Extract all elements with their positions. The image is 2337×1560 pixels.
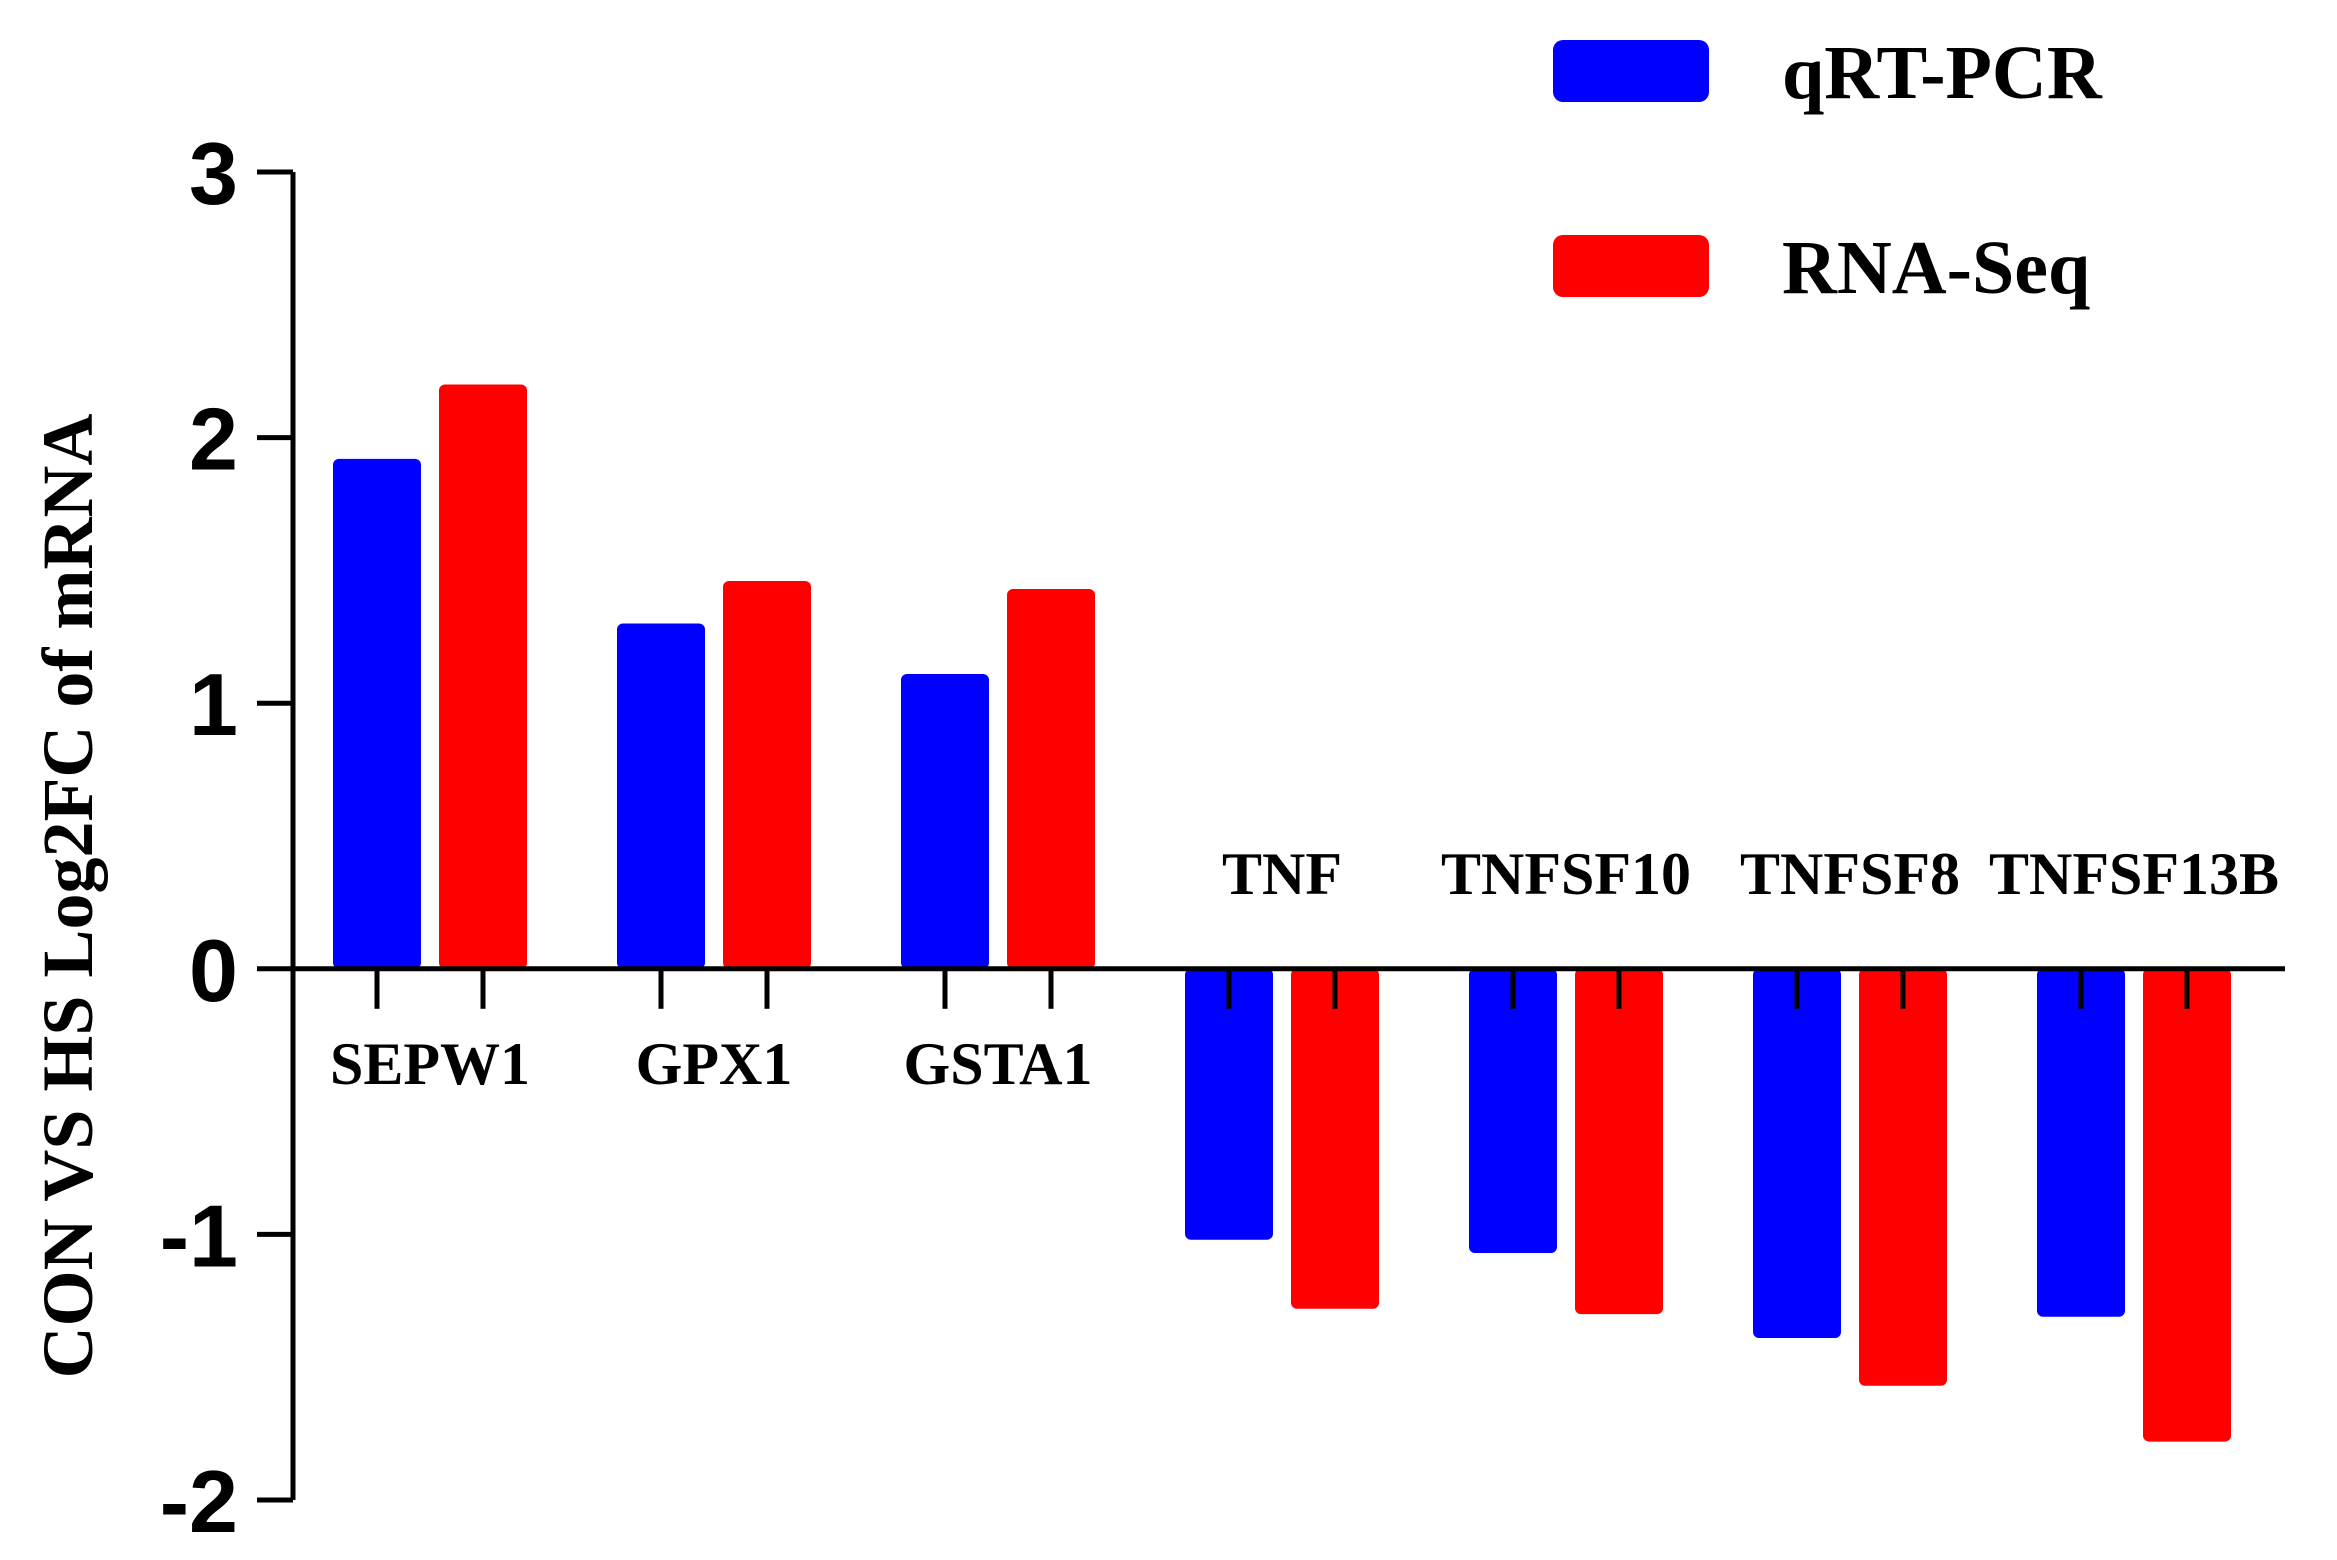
category-label: SEPW1 [330, 1031, 530, 1097]
legend-swatch [1553, 40, 1709, 102]
y-tick-label: 2 [189, 390, 238, 489]
y-axis-label: CON VS HS Log2FC of mRNA [28, 414, 108, 1379]
category-label: GPX1 [636, 1031, 793, 1097]
bar-tnf-qrt-pcr [1185, 968, 1273, 1240]
y-tick-label: 1 [189, 655, 238, 754]
category-label: TNFSF10 [1441, 841, 1691, 907]
category-label: TNF [1222, 841, 1342, 907]
bar-gpx1-rna-seq [723, 581, 811, 969]
category-label: TNFSF8 [1740, 841, 1960, 907]
bar-tnf-rna-seq [1291, 968, 1379, 1309]
bar-gsta1-rna-seq [1007, 588, 1095, 969]
bar-gpx1-qrt-pcr [617, 623, 705, 969]
axes: 3 2 1 0 -1 -2 [160, 124, 2285, 1551]
legend-label: qRT-PCR [1782, 31, 2103, 115]
bar-tnfsf13b-qrt-pcr [2037, 968, 2125, 1317]
category-label: TNFSF13B [1989, 841, 2279, 907]
category-labels: SEPW1 GPX1 GSTA1 TNF TNFSF10 TNFSF8 TNFSF13B [330, 841, 2279, 1097]
category-label: GSTA1 [904, 1031, 1093, 1097]
bar-tnfsf8-rna-seq [1859, 968, 1947, 1386]
legend-swatch [1553, 235, 1709, 297]
bar-tnfsf10-rna-seq [1575, 968, 1663, 1315]
bar-tnfsf8-qrt-pcr [1753, 968, 1841, 1338]
bar-sepw1-qrt-pcr [333, 458, 421, 969]
bar-group [333, 384, 2231, 1442]
bar-tnfsf13b-rna-seq [2143, 968, 2231, 1442]
y-tick-label: -1 [160, 1186, 238, 1285]
legend: qRT-PCR RNA-Seq [1553, 31, 2103, 310]
bar-gsta1-qrt-pcr [901, 673, 989, 969]
bar-sepw1-rna-seq [439, 384, 527, 969]
y-tick-label: 3 [189, 124, 238, 223]
y-tick-label: 0 [189, 921, 238, 1020]
legend-label: RNA-Seq [1782, 226, 2090, 310]
y-tick-label: -2 [160, 1452, 238, 1551]
bar-tnfsf10-qrt-pcr [1469, 968, 1557, 1253]
